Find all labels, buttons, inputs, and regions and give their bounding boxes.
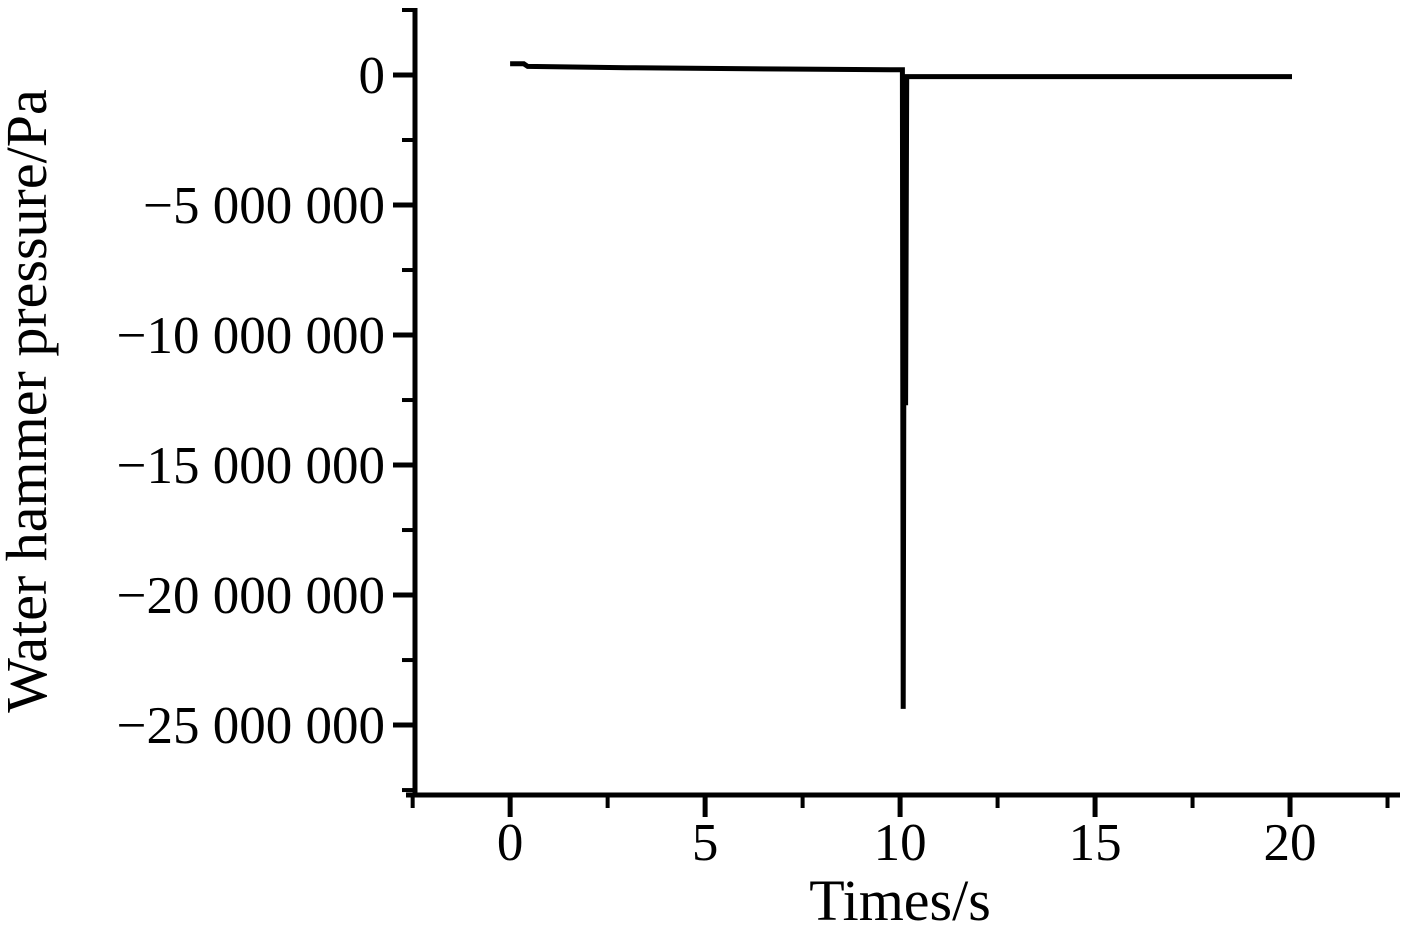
y-tick-label: −25 000 000 [117, 697, 385, 755]
x-tick-label: 20 [1264, 814, 1317, 872]
y-tick-label: −15 000 000 [117, 437, 385, 495]
y-tick-label: −5 000 000 [143, 177, 385, 235]
x-tick-label: 5 [692, 814, 719, 872]
x-tick-label: 10 [874, 814, 927, 872]
x-tick-label: 15 [1069, 814, 1122, 872]
x-axis-title: Times/s [809, 868, 991, 933]
y-axis-title: Water hammer pressure/Pa [0, 89, 59, 712]
chart-axes-and-series: 0 5 10 15 20 0 −5 000 000 −10 000 000 −15 000 00… [117, 8, 1400, 872]
y-tick-label: −20 000 000 [117, 567, 385, 625]
y-tick-label: 0 [359, 47, 386, 105]
series-line-water-hammer-pressure [510, 61, 1292, 709]
x-tick-label: 0 [497, 814, 524, 872]
y-tick-label: −10 000 000 [117, 307, 385, 365]
